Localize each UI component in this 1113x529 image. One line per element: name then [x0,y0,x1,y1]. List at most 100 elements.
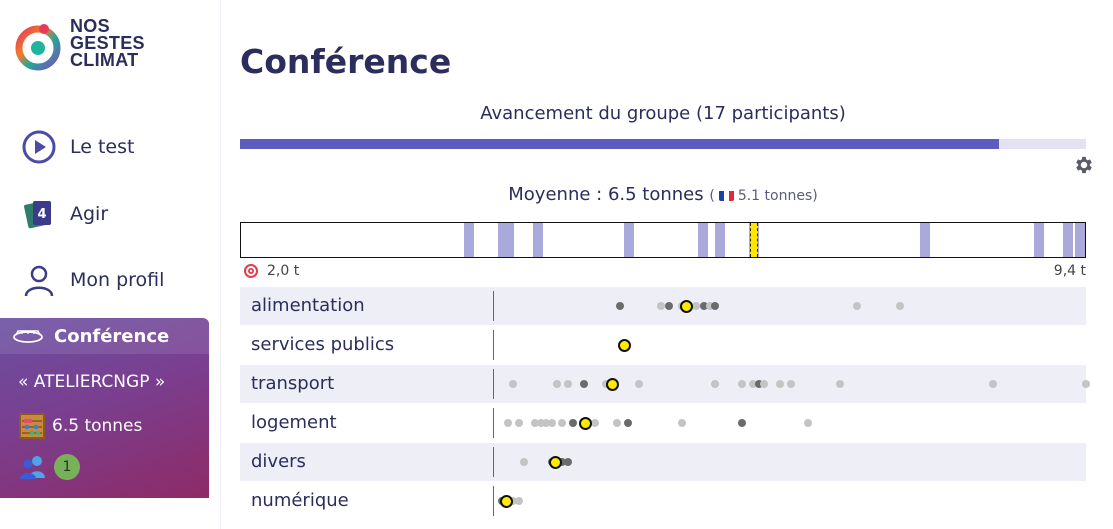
participant-dot [803,419,812,427]
category-label: logement [251,412,337,433]
participant-dot [988,380,997,388]
cards-icon-number: 4 [37,207,46,222]
conference-card[interactable]: Conférence « ATELIERCNGP » 6.5 tonnes [0,318,209,498]
category-axis [493,291,494,321]
category-row: divers [240,443,1086,481]
participant-dot [591,419,600,427]
participant-dot [580,380,589,388]
user-dot [579,417,593,430]
category-label: services publics [251,334,395,355]
category-row: logement [240,404,1086,442]
conference-code: « ATELIERCNGP » [18,372,165,392]
participant-dot [749,380,758,388]
participant-footprint-bar [697,223,708,257]
participant-dot [711,380,719,388]
participant-dot [542,419,551,427]
user-dot [618,339,632,352]
france-average: (5.1 tonnes) [709,188,817,204]
category-row: transport [240,365,1090,403]
page-title: Conférence [240,42,452,81]
stadium-icon [13,330,43,343]
range-min: 2,0 t [243,263,299,279]
footprint-distribution-strip [240,222,1086,258]
participant-footprint-bar [715,223,726,257]
brand-logo-icon [15,24,61,71]
participant-dot [547,419,556,427]
participant-dot [776,380,785,388]
participant-dot [503,419,512,427]
participant-dot [558,458,567,466]
participant-footprint-bar [504,223,515,257]
participant-dot [678,419,687,427]
nav-label: Mon profil [70,269,165,291]
participant-dot [509,380,518,388]
category-label: divers [251,451,306,472]
conference-total-value: 6.5 tonnes [52,416,143,436]
participant-dot [634,380,643,388]
participant-dot [623,419,632,427]
category-label: alimentation [251,295,365,316]
target-icon [244,264,258,278]
participant-footprint-bar [1075,223,1085,257]
participant-dot [700,302,709,310]
participant-dot [836,380,845,388]
category-label: transport [251,373,335,394]
category-axis [493,369,494,399]
category-row: numérique [240,482,1086,520]
conference-participants: 1 [18,454,80,480]
participant-dot [896,302,905,310]
brand-line-3: CLIMAT [70,50,139,70]
user-dot [549,456,563,469]
participant-dot [852,302,861,310]
conference-card-title: Conférence [54,325,170,347]
participant-footprint-bar [1034,223,1045,257]
nav-item-le-test[interactable]: Le test [22,127,134,167]
brand-logo[interactable]: NOS GESTES CLIMAT [12,17,212,78]
france-flag-icon [718,190,734,201]
conference-code-text: « ATELIERCNGP » [18,372,166,392]
user-dot [680,300,694,313]
participant-dot [615,302,624,310]
conference-total: 6.5 tonnes [18,412,142,440]
users-icon [20,456,45,479]
france-average-value: 5.1 tonnes [737,188,813,204]
category-row: alimentation [240,287,1086,325]
participant-dot [705,302,714,310]
nav-item-agir[interactable]: 4 Agir [22,194,108,234]
participant-footprint-bar [532,223,543,257]
participant-dot [738,419,747,427]
user-dot [500,495,514,508]
participant-dot [656,302,665,310]
participant-dot [664,302,673,310]
category-axis [493,330,494,360]
group-progress-fill [240,139,999,149]
average-prefix: Moyenne : [508,184,608,205]
participant-dot [569,419,578,427]
nav-label: Agir [70,203,109,225]
participant-dot [514,419,523,427]
mean-footprint-marker [750,223,759,257]
participant-dot [552,380,561,388]
abacus-icon [19,413,45,439]
participant-footprint-bar [498,223,509,257]
average-value: 6.5 tonnes [607,184,704,205]
sidebar: NOS GESTES CLIMAT Le test 4 Agir Mon pro… [0,0,221,529]
conference-card-header: Conférence [0,318,209,354]
range-min-label: 2,0 t [267,263,300,279]
participant-dot [711,302,719,310]
participant-dot [558,419,567,427]
participant-footprint-bar [920,223,931,257]
participant-dot [602,380,610,388]
participant-dot [754,380,763,388]
participant-dot [531,419,540,427]
average-footprint: Moyenne : 6.5 tonnes (5.1 tonnes) [240,184,1086,205]
participant-dot [563,458,572,466]
participant-footprint-bar [1062,223,1073,257]
nav-item-mon-profil[interactable]: Mon profil [22,260,164,300]
participant-dot [536,419,545,427]
category-axis [493,447,494,477]
participant-footprint-bar [623,223,634,257]
group-progress-bar [240,139,1086,149]
gear-icon[interactable] [1073,154,1095,176]
participant-dot [760,380,769,388]
